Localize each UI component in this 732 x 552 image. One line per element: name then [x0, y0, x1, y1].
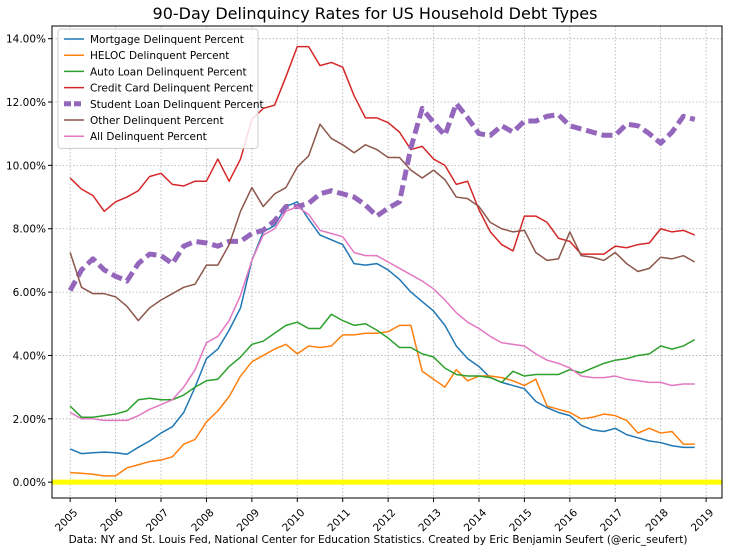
- x-tick-label: 2015: [507, 507, 534, 534]
- series-line: [69, 313, 696, 418]
- series-line: [69, 123, 696, 322]
- y-tick-label: 8.00%: [13, 224, 46, 236]
- x-tick-label: 2018: [644, 507, 671, 534]
- y-tick-label: 12.00%: [6, 97, 46, 109]
- y-tick-label: 6.00%: [13, 287, 46, 299]
- x-tick-label: 2011: [326, 507, 353, 534]
- y-axis: 0.00% 2.00% 4.00% 6.00% 8.00% 10.00% 12.00% 14.…: [6, 34, 52, 489]
- x-tick-label: 2017: [598, 507, 625, 534]
- legend-label: Credit Card Delinquent Percent: [90, 83, 253, 95]
- x-tick-label: 2010: [280, 507, 307, 534]
- y-tick-label: 4.00%: [13, 350, 46, 362]
- series-line: [70, 324, 695, 477]
- legend-label: All Delinquent Percent: [90, 131, 207, 143]
- series-line: [69, 201, 695, 456]
- x-tick-label: 2019: [689, 507, 716, 534]
- legend: Mortgage Delinquent Percent HELOC Delinqu…: [57, 28, 264, 149]
- chart-caption: Data: NY and St. Louis Fed, National Cen…: [69, 534, 688, 546]
- series-line: [69, 45, 696, 255]
- x-tick-label: 2008: [189, 507, 216, 534]
- legend-box: [57, 28, 259, 149]
- x-tick-label: 2009: [235, 507, 262, 534]
- series-line: [69, 205, 695, 422]
- y-tick-label: 0.00%: [13, 477, 46, 489]
- x-tick-label: 2012: [371, 507, 398, 534]
- x-axis: 2005 2006 2007 2008 2009 2010 2011 2012 2013 2014…: [53, 498, 716, 534]
- x-tick-label: 2013: [416, 507, 443, 534]
- series-layer: [67, 45, 696, 477]
- y-tick-label: 14.00%: [6, 34, 46, 46]
- x-tick-label: 2006: [98, 507, 126, 535]
- legend-label: Auto Loan Delinquent Percent: [90, 66, 247, 78]
- x-tick-label: 2005: [53, 507, 80, 534]
- legend-label: Student Loan Delinquent Percent: [90, 99, 264, 111]
- legend-label: Other Delinquent Percent: [90, 115, 224, 127]
- y-tick-label: 2.00%: [13, 414, 46, 426]
- legend-label: HELOC Delinquent Percent: [90, 50, 229, 62]
- series-line: [67, 101, 696, 292]
- plot-area-frame: [51, 25, 723, 499]
- chart-title: 90-Day Delinquincy Rates for US Househol…: [153, 4, 598, 23]
- x-tick-label: 2014: [462, 507, 490, 535]
- x-tick-label: 2016: [553, 507, 581, 535]
- y-tick-label: 10.00%: [6, 160, 46, 172]
- x-tick-label: 2007: [144, 507, 171, 534]
- legend-label: Mortgage Delinquent Percent: [90, 34, 244, 46]
- grid: [52, 26, 722, 498]
